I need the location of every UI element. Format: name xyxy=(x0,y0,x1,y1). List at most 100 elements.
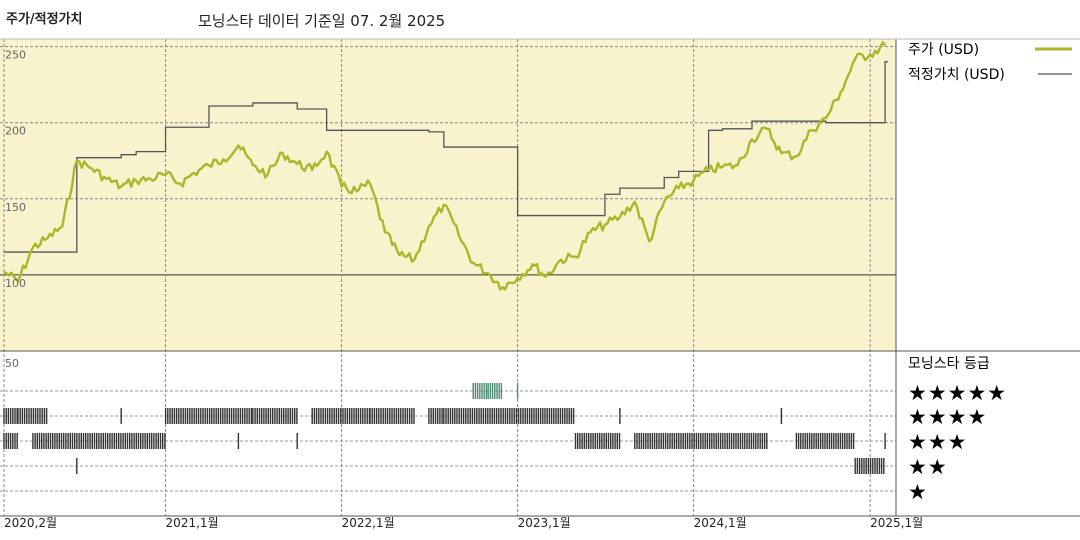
rating-segment xyxy=(443,408,575,424)
x-tick-label: 2023,1월 xyxy=(518,516,571,530)
fair-value-point xyxy=(120,154,122,156)
fair-value-line xyxy=(4,61,888,253)
fair-value-point xyxy=(517,215,519,217)
price-point xyxy=(120,185,122,188)
price-point xyxy=(413,258,416,261)
rating-legend-5-stars: ★★★★★ xyxy=(908,381,1007,405)
price-point xyxy=(766,127,768,130)
price-point xyxy=(692,179,695,182)
price-point xyxy=(135,179,137,182)
rating-legend-1-star: ★ xyxy=(908,480,928,504)
y-tick-label: 250 xyxy=(5,49,26,62)
fair-value-layer xyxy=(3,61,888,253)
price-point xyxy=(457,234,460,237)
rating-segment xyxy=(252,408,298,424)
fair-value-point xyxy=(3,251,5,253)
rating-segment xyxy=(472,383,488,399)
fair-value-point xyxy=(326,129,328,131)
rating-legend-4-stars: ★★★★ xyxy=(908,405,987,429)
price-point xyxy=(105,178,108,180)
rating-segment xyxy=(311,408,371,424)
x-tick-label: 2020,2월 xyxy=(4,516,57,530)
rating-segment xyxy=(795,433,855,449)
price-point xyxy=(472,261,475,264)
price-point xyxy=(619,216,621,218)
axis-layer: 250 200 150 100 2020,2월 2021,1월 2022,1월 2023,1월… xyxy=(4,49,923,530)
fair-value-point xyxy=(76,157,78,159)
legend-fair-label: 적정가치 (USD) xyxy=(908,67,1005,83)
price-point xyxy=(61,225,64,227)
fair-value-point xyxy=(296,108,298,110)
rating-segment xyxy=(487,383,503,399)
fair-value-point xyxy=(443,146,445,148)
price-point xyxy=(663,201,666,203)
price-point xyxy=(208,164,210,167)
price-point xyxy=(516,277,519,279)
price-point xyxy=(428,225,430,227)
price-point xyxy=(648,240,651,243)
fair-value-point xyxy=(678,170,680,172)
rating-segment xyxy=(854,458,885,474)
fair-value-point xyxy=(165,126,167,128)
fair-value-point xyxy=(722,128,724,130)
fair-value-point xyxy=(619,187,621,189)
price-point xyxy=(267,173,269,176)
rating-segment xyxy=(17,408,48,424)
price-point xyxy=(589,231,592,234)
price-plot-background xyxy=(0,39,896,351)
legend-price-label: 주가 (USD) xyxy=(908,42,979,58)
price-point xyxy=(398,254,401,256)
price-point xyxy=(340,185,343,188)
price-point xyxy=(574,255,577,258)
price-point xyxy=(325,150,328,153)
fair-value-point xyxy=(825,122,827,124)
price-point xyxy=(707,169,710,171)
x-tick-label: 2022,1월 xyxy=(342,516,395,530)
price-point xyxy=(179,182,182,185)
fair-value-point xyxy=(135,151,137,153)
price-point xyxy=(854,57,857,60)
x-tick-label: 2025,1월 xyxy=(870,516,923,530)
price-point xyxy=(839,91,842,94)
chart-subtitle: 모닝스타 데이터 기준일 07. 2월 2025 xyxy=(198,12,446,30)
price-point xyxy=(487,272,489,275)
y-tick-label: 150 xyxy=(5,201,26,214)
price-point xyxy=(17,280,19,282)
price-point xyxy=(193,172,195,174)
price-point xyxy=(164,173,167,176)
fair-value-point xyxy=(663,176,665,178)
price-layer xyxy=(3,41,886,291)
price-point xyxy=(3,271,5,273)
price-point xyxy=(369,182,371,185)
price-point xyxy=(501,286,504,288)
chart-title: 주가/적정가치 xyxy=(6,12,83,27)
fair-value-point xyxy=(604,193,606,195)
price-point xyxy=(869,53,871,56)
rating-legend-title: 모닝스타 등급 xyxy=(908,356,990,372)
x-tick-label: 2021,1월 xyxy=(166,516,219,530)
y-tick-label: 100 xyxy=(5,277,26,290)
price-point xyxy=(237,144,240,147)
price-point xyxy=(795,155,798,157)
rating-segment xyxy=(3,433,18,449)
price-point xyxy=(721,166,724,168)
price-point xyxy=(252,164,254,167)
price-point xyxy=(751,138,753,141)
rating-segment xyxy=(369,408,415,424)
rating-segment xyxy=(428,408,443,424)
price-point xyxy=(736,164,739,167)
rating-segment xyxy=(164,408,253,424)
rating-legend-3-stars: ★★★ xyxy=(908,430,967,454)
price-point xyxy=(281,152,284,154)
price-point xyxy=(355,190,358,192)
price-point xyxy=(443,204,445,206)
price-point xyxy=(634,201,636,203)
fair-value-point xyxy=(208,105,210,107)
price-point xyxy=(780,152,783,154)
price-point xyxy=(884,44,886,46)
fair-value-point xyxy=(751,120,753,122)
price-point xyxy=(46,237,49,240)
price-point xyxy=(222,158,225,161)
rating-layer xyxy=(3,383,886,474)
